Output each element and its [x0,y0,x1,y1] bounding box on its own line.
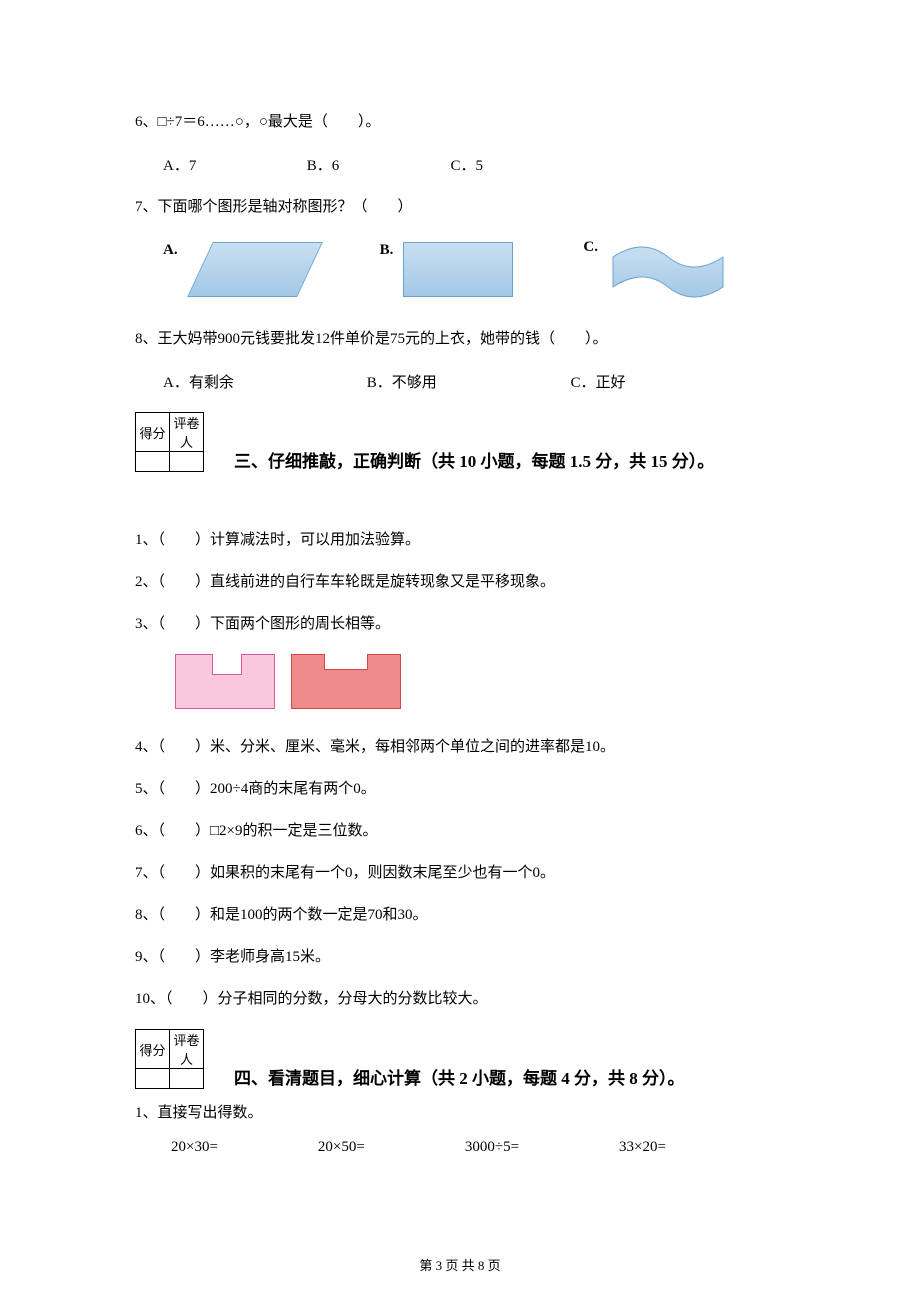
question-6-options: A．7 B．6 C．5 [135,154,785,175]
judge-item-2: 2、（ ）直线前进的自行车车轮既是旋转现象又是平移现象。 [135,570,785,594]
wave-shape-icon [608,239,728,299]
section-4-title: 四、看清题目，细心计算（共 2 小题，每题 4 分，共 8 分）。 [204,1064,785,1089]
pink-ushape-icon [175,654,275,709]
section-3-title: 三、仔细推敲，正确判断（共 10 小题，每题 1.5 分，共 15 分）。 [204,447,785,472]
section-3-header: 得分 评卷人 三、仔细推敲，正确判断（共 10 小题，每题 1.5 分，共 15… [135,412,785,472]
q7-group-a: A. [163,242,310,297]
question-8: 8、王大妈带900元钱要批发12件单价是75元的上衣，她带的钱（ ）。 [135,327,785,351]
judge-item-5: 5、（ ）200÷4商的末尾有两个0。 [135,777,785,801]
q6-option-c: C．5 [451,154,484,175]
question-6: 6、□÷7＝6……○，○最大是（ ）。 [135,110,785,134]
q7-group-b: B. [380,242,514,297]
q7-label-a: A. [163,242,178,259]
judge-item-8: 8、（ ）和是100的两个数一定是70和30。 [135,903,785,927]
calc-2: 20×50= [318,1139,365,1156]
q8-option-a: A．有剩余 [163,371,363,392]
page-footer: 第 3 页 共 8 页 [0,1255,920,1274]
question-7: 7、下面哪个图形是轴对称图形？（ ） [135,195,785,219]
q7-group-c: C. [583,239,728,299]
judge-item-10: 10、（ ）分子相同的分数，分母大的分数比较大。 [135,987,785,1011]
q7-label-c: C. [583,239,598,256]
calc-3: 3000÷5= [465,1139,519,1156]
section-3-list: 1、（ ）计算减法时，可以用加法验算。 2、（ ）直线前进的自行车车轮既是旋转现… [135,528,785,1011]
red-tshape-icon [291,654,401,709]
judge-item-7: 7、（ ）如果积的末尾有一个0，则因数末尾至少也有一个0。 [135,861,785,885]
section-4-header: 得分 评卷人 四、看清题目，细心计算（共 2 小题，每题 4 分，共 8 分）。 [135,1029,785,1089]
judge-item-3-shapes [135,654,785,709]
scorebox-grader-label: 评卷人 [170,413,204,452]
q8-option-b: B．不够用 [367,371,567,392]
question-7-shapes: A. B. C. [135,239,785,299]
q6-option-b: B．6 [307,154,447,175]
parallelogram-icon [187,242,323,297]
question-8-options: A．有剩余 B．不够用 C．正好 [135,371,785,392]
judge-item-9: 9、（ ）李老师身高15米。 [135,945,785,969]
scorebox-grader-label-4: 评卷人 [170,1030,204,1069]
calc-1: 20×30= [171,1139,218,1156]
judge-item-3: 3、（ ）下面两个图形的周长相等。 [135,612,785,636]
judge-item-6: 6、（ ）□2×9的积一定是三位数。 [135,819,785,843]
calc-row: 20×30= 20×50= 3000÷5= 33×20= [135,1139,785,1156]
calc-4: 33×20= [619,1139,666,1156]
rectangle-icon [403,242,513,297]
scorebox-score-label-4: 得分 [136,1030,170,1069]
section-4-q1: 1、直接写出得数。 [135,1101,785,1125]
q6-option-a: A．7 [163,154,303,175]
q8-option-c: C．正好 [571,371,626,392]
scorebox-score-label: 得分 [136,413,170,452]
judge-item-4: 4、（ ）米、分米、厘米、毫米，每相邻两个单位之间的进率都是10。 [135,735,785,759]
scorebox-section-3: 得分 评卷人 [135,412,204,472]
judge-item-1: 1、（ ）计算减法时，可以用加法验算。 [135,528,785,552]
scorebox-section-4: 得分 评卷人 [135,1029,204,1089]
q7-label-b: B. [380,242,394,259]
